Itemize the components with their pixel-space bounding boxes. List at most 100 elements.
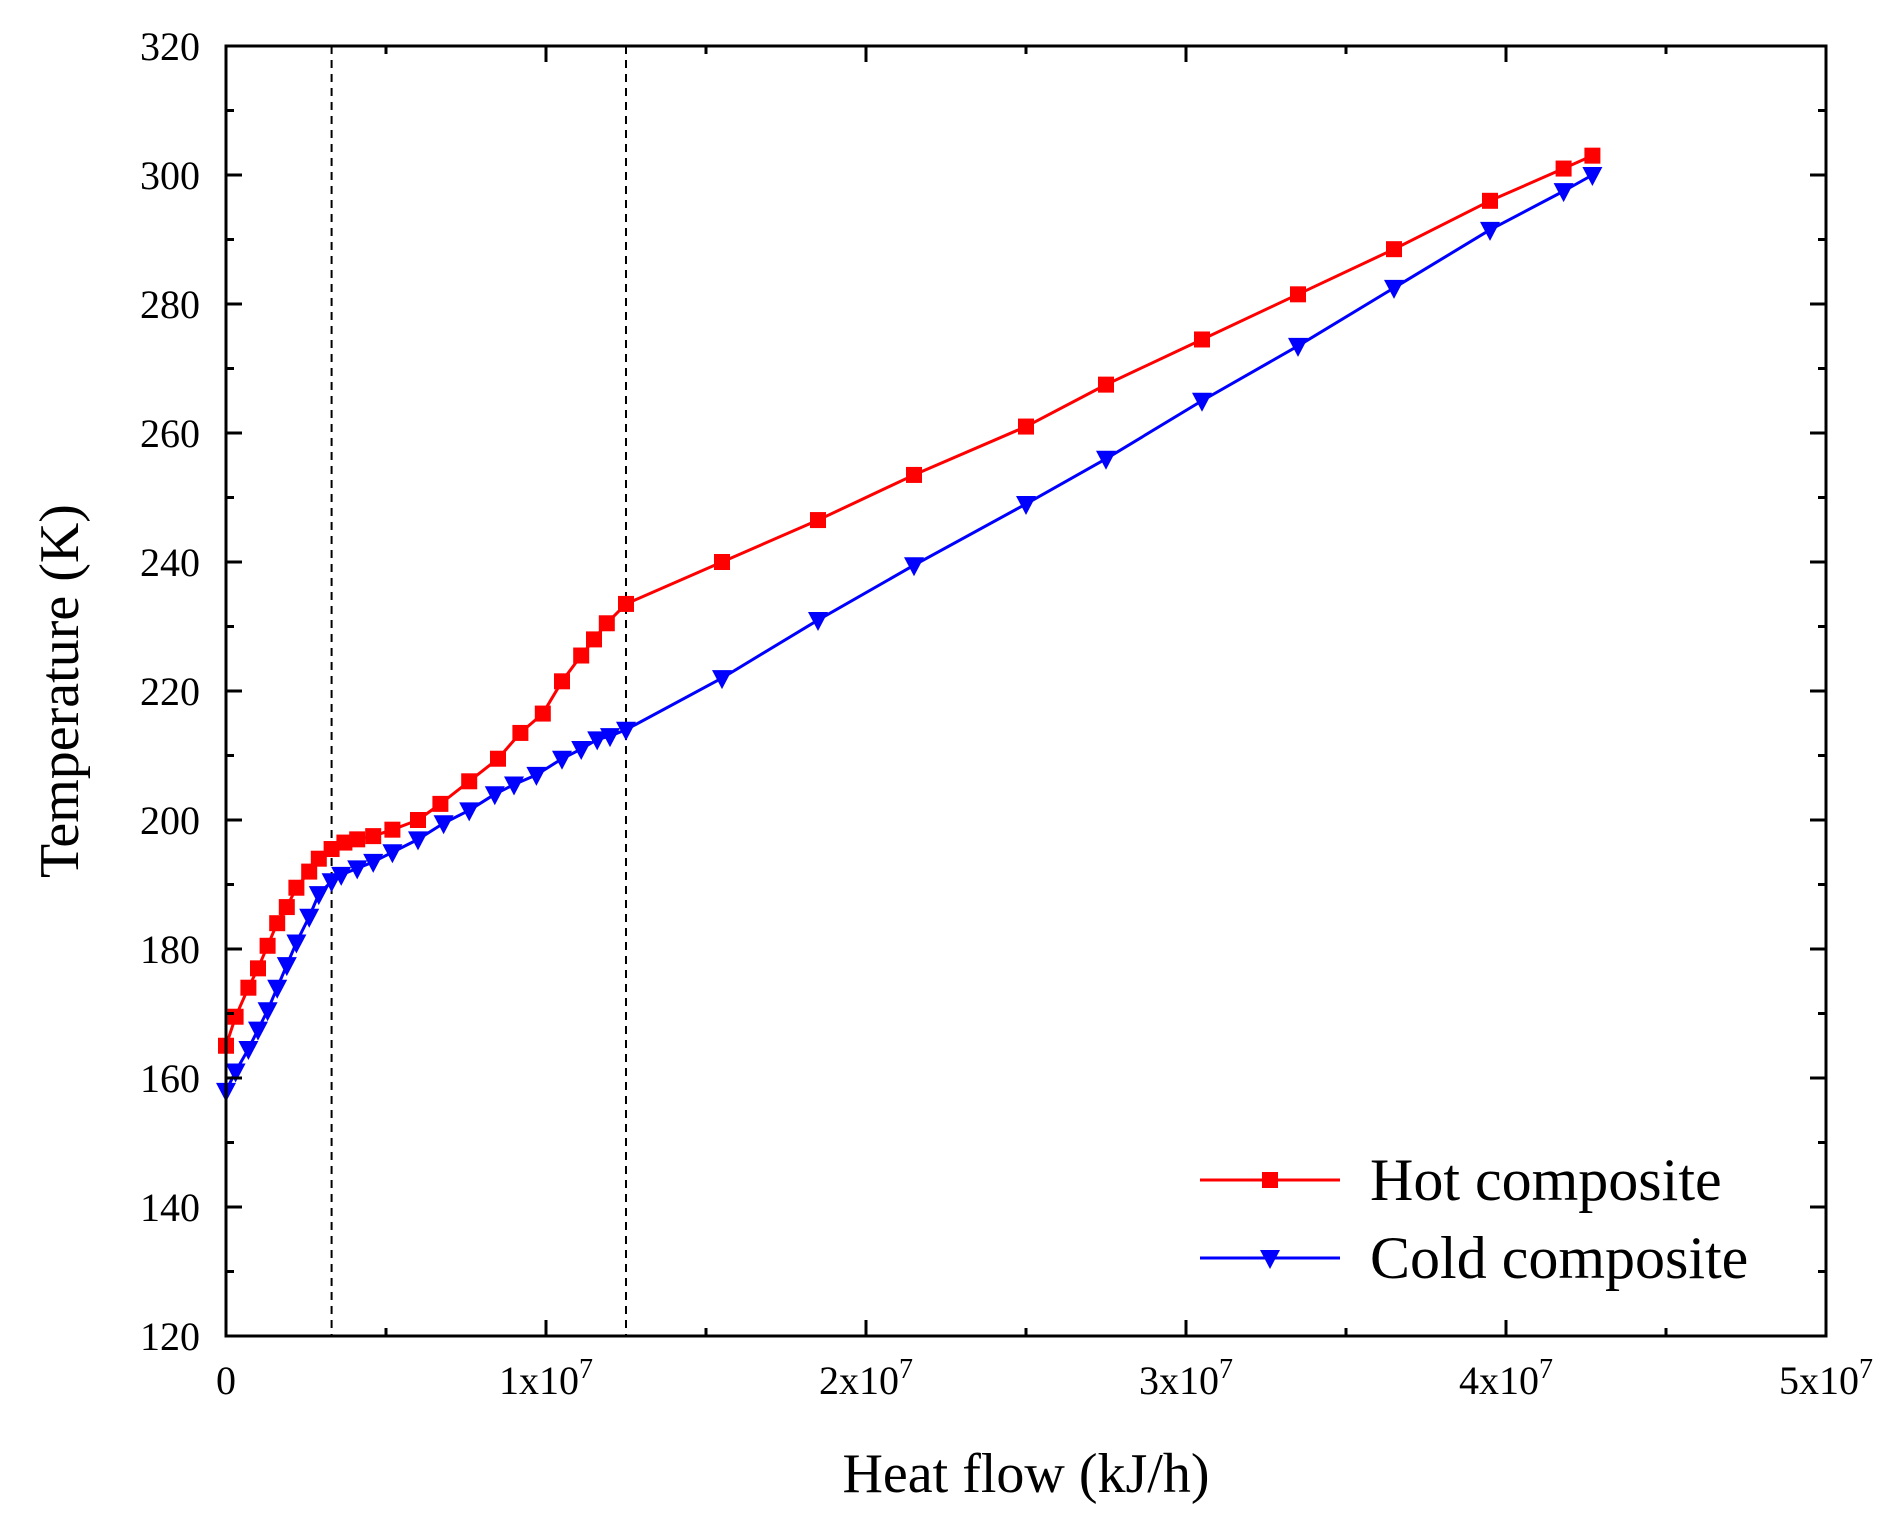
y-axis: 120 140 160 180 200 220 240 260 280 300 320 bbox=[140, 24, 1826, 1359]
series-hot-composite bbox=[218, 147, 1601, 1054]
data-point-marker bbox=[286, 934, 307, 954]
data-point-marker bbox=[363, 853, 384, 873]
data-point-marker bbox=[384, 821, 401, 838]
data-point-marker bbox=[1386, 241, 1402, 258]
data-point-marker bbox=[331, 866, 352, 886]
data-point-marker bbox=[714, 554, 730, 570]
data-point-marker bbox=[586, 631, 602, 648]
data-point-marker bbox=[227, 1008, 244, 1025]
data-point-marker bbox=[1096, 450, 1116, 470]
data-point-marker bbox=[323, 841, 340, 858]
data-point-marker bbox=[808, 612, 828, 632]
data-point-marker bbox=[308, 886, 329, 906]
data-point-marker bbox=[1290, 286, 1306, 303]
data-point-marker bbox=[534, 705, 551, 722]
x-tick-label: 0 bbox=[216, 1358, 236, 1403]
data-point-marker bbox=[1018, 418, 1034, 435]
legend-label: Hot composite bbox=[1370, 1147, 1722, 1213]
x-tick-label: 4x107 bbox=[1459, 1354, 1553, 1403]
y-tick-label: 260 bbox=[140, 411, 200, 456]
data-point-marker bbox=[240, 979, 257, 996]
data-point-marker bbox=[299, 908, 320, 928]
data-point-marker bbox=[1482, 192, 1498, 209]
data-point-marker bbox=[1582, 167, 1603, 186]
data-point-marker bbox=[552, 750, 572, 770]
data-point-marker bbox=[554, 673, 570, 690]
data-point-marker bbox=[1192, 392, 1212, 412]
data-point-marker bbox=[347, 860, 368, 880]
y-axis-title: Temperature (K) bbox=[29, 504, 91, 878]
data-point-marker bbox=[257, 1002, 278, 1022]
data-point-marker bbox=[1262, 1172, 1278, 1188]
data-point-marker bbox=[276, 957, 297, 977]
data-point-marker bbox=[310, 850, 327, 867]
data-point-marker bbox=[321, 873, 342, 893]
data-point-marker bbox=[410, 812, 426, 828]
data-point-marker bbox=[301, 863, 318, 880]
data-point-marker bbox=[267, 979, 288, 999]
y-tick-label: 240 bbox=[140, 540, 200, 585]
x-axis: 0 1x107 2x107 3x107 4x107 5x107 bbox=[216, 46, 1873, 1403]
data-point-marker bbox=[269, 915, 286, 932]
data-point-marker bbox=[459, 802, 480, 822]
data-point-marker bbox=[571, 741, 592, 761]
data-point-marker bbox=[526, 766, 547, 786]
data-point-marker bbox=[225, 1063, 246, 1083]
data-point-marker bbox=[259, 937, 276, 954]
data-point-marker bbox=[248, 1021, 268, 1041]
data-point-marker bbox=[1480, 221, 1500, 241]
data-point-marker bbox=[904, 557, 924, 577]
data-point-marker bbox=[587, 731, 608, 751]
data-point-marker bbox=[600, 728, 620, 748]
data-point-marker bbox=[573, 647, 590, 664]
data-point-marker bbox=[484, 786, 505, 806]
data-point-marker bbox=[365, 828, 382, 845]
series-cold-composite bbox=[216, 167, 1603, 1102]
data-point-marker bbox=[598, 615, 615, 632]
data-point-marker bbox=[1553, 183, 1574, 203]
y-tick-label: 300 bbox=[140, 153, 200, 198]
data-point-marker bbox=[1016, 495, 1036, 515]
x-tick-label: 2x107 bbox=[819, 1354, 913, 1403]
data-point-marker bbox=[1384, 279, 1404, 299]
data-point-marker bbox=[288, 879, 305, 896]
y-tick-label: 160 bbox=[140, 1056, 200, 1101]
data-point-marker bbox=[618, 595, 634, 612]
y-tick-label: 120 bbox=[140, 1314, 200, 1359]
legend-label: Cold composite bbox=[1370, 1225, 1748, 1291]
data-point-marker bbox=[250, 960, 266, 977]
reference-lines bbox=[330, 46, 627, 1336]
data-point-marker bbox=[810, 512, 826, 529]
y-tick-label: 180 bbox=[140, 927, 200, 972]
y-tick-label: 200 bbox=[140, 798, 200, 843]
series-layer bbox=[216, 147, 1603, 1102]
x-tick-label: 5x107 bbox=[1779, 1354, 1873, 1403]
data-point-marker bbox=[512, 724, 529, 741]
data-point-marker bbox=[278, 899, 295, 916]
data-point-marker bbox=[616, 721, 636, 741]
data-point-marker bbox=[408, 831, 428, 851]
data-point-marker bbox=[490, 750, 506, 767]
data-point-marker bbox=[432, 795, 449, 812]
data-point-marker bbox=[433, 815, 454, 835]
data-point-marker bbox=[1584, 147, 1601, 164]
data-point-marker bbox=[1260, 1250, 1280, 1269]
data-point-marker bbox=[336, 834, 353, 851]
data-point-marker bbox=[238, 1040, 259, 1060]
x-tick-label: 1x107 bbox=[499, 1354, 593, 1403]
data-point-marker bbox=[349, 831, 366, 848]
legend: Hot composite Cold composite bbox=[1200, 1147, 1748, 1291]
data-point-marker bbox=[1194, 331, 1210, 348]
y-tick-label: 220 bbox=[140, 669, 200, 714]
y-tick-label: 320 bbox=[140, 24, 200, 69]
y-tick-label: 280 bbox=[140, 282, 200, 327]
legend-item: Hot composite bbox=[1200, 1147, 1722, 1213]
data-point-marker bbox=[461, 773, 478, 790]
data-point-marker bbox=[1555, 160, 1572, 177]
x-tick-label: 3x107 bbox=[1139, 1354, 1233, 1403]
data-point-marker bbox=[906, 466, 922, 483]
data-point-marker bbox=[1288, 337, 1308, 357]
data-point-marker bbox=[382, 844, 403, 864]
